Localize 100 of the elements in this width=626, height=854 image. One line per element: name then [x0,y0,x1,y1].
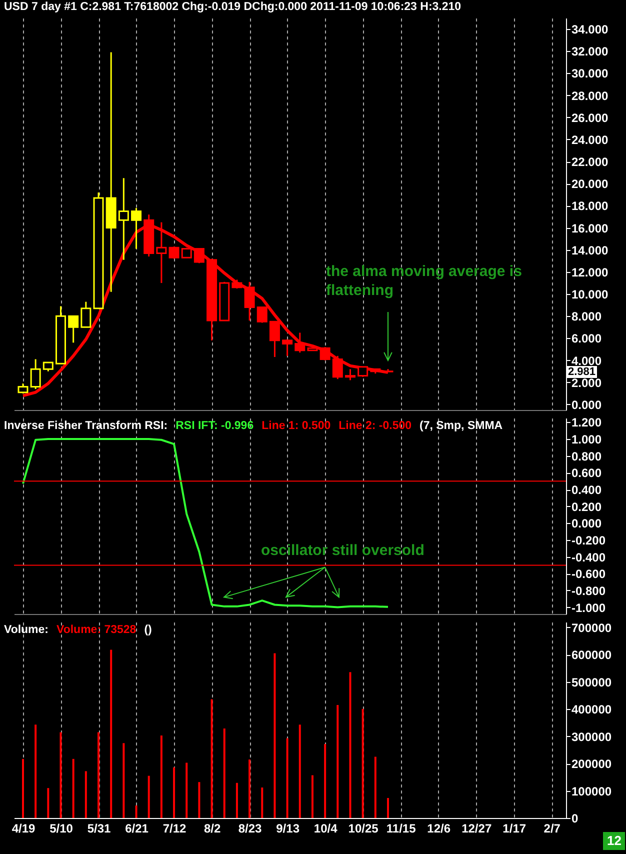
candlestick [181,246,192,258]
bar [336,705,339,818]
candlestick [256,306,268,324]
y-tick-label: 1.000 [572,432,602,447]
bar [84,771,87,818]
y-tick-label: 12.000 [572,265,609,280]
bar [98,732,100,818]
ref-line-label: Line 1: 0.500 [262,420,331,432]
x-tick-label: 2/7 [544,822,561,836]
bar [135,805,138,818]
x-tick-label: 5/10 [50,822,74,836]
y-tick-label: 20.000 [572,177,609,192]
candlestick [332,355,343,380]
y-tick-label: 500000 [572,675,612,690]
y-tick-label: 100000 [572,784,612,798]
bar [122,743,125,818]
y-tick-label: -0.600 [572,567,606,582]
chart-subtitle: (7, Smp, SMMA [420,420,503,432]
candlestick [168,246,180,260]
y-tick-label: -1.000 [572,600,606,615]
bar [349,672,352,818]
bar [286,738,288,818]
text: 12 [603,832,626,850]
bar [374,756,376,818]
y-tick-label: 0.200 [572,500,602,514]
x-tick-label: 12/27 [462,822,492,836]
x-tick-label: 1/17 [502,822,526,836]
bar [210,699,213,818]
y-tick-label: 16.000 [572,221,609,236]
candlestick [269,320,280,358]
candlestick [358,366,368,378]
text: 2.981 [567,366,597,378]
x-tick-label: 8/23 [238,822,262,836]
bar [198,782,200,818]
y-tick-label: 22.000 [572,155,609,170]
bar [34,724,37,818]
y-tick-label: 600000 [572,648,612,662]
chart-title: Volume: [4,624,49,636]
y-tick-label: -0.200 [572,533,606,548]
bar [236,782,238,818]
candlestick [68,315,79,344]
y-tick-label: 10.000 [572,288,609,302]
bar [60,732,62,818]
y-tick-label: 8.000 [572,310,602,324]
candlestick [244,281,255,322]
bar [148,776,150,818]
bar [362,708,364,818]
candlestick [294,332,306,354]
candlestick [320,346,330,362]
y-tick-label: -0.400 [572,550,606,564]
y-tick-label: 2.000 [572,376,602,390]
bar [72,758,74,818]
candlestick [282,338,293,357]
y-tick-label: 200000 [572,757,612,772]
y-tick-label: 400000 [572,702,612,717]
y-tick-label: 30.000 [572,66,609,81]
y-tick-label: 32.000 [572,44,609,59]
candlestick [80,301,92,328]
y-tick-label: 28.000 [572,88,609,103]
x-tick-label: 12/6 [427,822,451,836]
y-tick-label: 300000 [572,730,612,744]
bar [298,724,301,818]
chart-title: USD 7 day #1 C:2.981 T:7618002 Chg:-0.019 DChg:0.000 2011-11-09 10:06:23 H:3.210 [4,1,462,13]
bar [173,767,176,818]
candlestick [18,382,28,394]
y-tick-label: 26.000 [572,110,609,125]
bar [386,798,389,818]
candlestick [194,248,204,264]
candlestick [30,358,41,390]
y-tick-label: 1.200 [572,416,602,430]
text: Volume: 73528 [56,624,136,636]
bar [261,788,264,818]
ref-line-label: Line 2: -0.500 [338,420,412,432]
y-tick-label: 34.000 [572,22,609,37]
x-tick-label: 7/12 [162,822,187,836]
annotation: the alma moving average is flattening [326,262,523,300]
y-tick-label: 0.400 [572,483,602,497]
bar [160,736,162,818]
bar [311,775,314,818]
chart-subtitle: () [144,624,152,636]
x-tick-label: 4/19 [12,822,36,836]
bar [324,744,326,818]
bar [223,728,226,818]
y-tick-label: -0.800 [572,584,606,598]
x-tick-label: 10/25 [348,822,379,836]
y-tick-label: 0.800 [572,449,602,464]
x-tick-label: 11/15 [386,822,416,836]
chart-title: Inverse Fisher Transform RSI: [4,420,168,432]
y-tick-label: 24.000 [572,132,609,147]
bar [186,762,188,818]
y-tick-label: 14.000 [572,243,609,258]
candlestick [118,177,129,261]
y-tick-label: 4.000 [572,354,602,368]
y-tick-label: 0 [572,812,578,826]
y-tick-label: 0.000 [572,516,602,531]
y-tick-label: 0.600 [572,466,602,480]
x-tick-label: 5/31 [87,822,112,836]
annotation: oscillator still oversold [261,541,426,560]
y-tick-label: 0.000 [572,398,602,412]
bar [22,758,24,818]
